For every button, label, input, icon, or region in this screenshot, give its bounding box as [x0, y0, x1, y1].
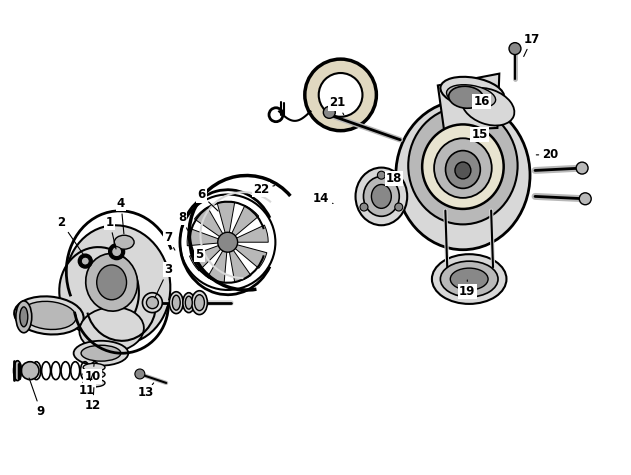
Ellipse shape [432, 254, 507, 304]
Ellipse shape [422, 124, 504, 209]
Ellipse shape [440, 77, 504, 108]
Ellipse shape [396, 101, 530, 250]
Text: 18: 18 [384, 172, 402, 185]
Circle shape [509, 43, 521, 55]
Text: 9: 9 [29, 378, 45, 418]
Circle shape [576, 162, 588, 174]
Text: 21: 21 [329, 96, 346, 115]
Circle shape [78, 254, 92, 268]
Text: 22: 22 [253, 183, 274, 196]
Ellipse shape [74, 341, 128, 366]
Ellipse shape [408, 107, 517, 224]
Ellipse shape [80, 307, 144, 352]
Text: 19: 19 [459, 280, 476, 298]
Circle shape [135, 369, 145, 379]
Polygon shape [189, 245, 222, 271]
Ellipse shape [83, 363, 105, 371]
Ellipse shape [14, 296, 83, 334]
Ellipse shape [434, 138, 492, 198]
Ellipse shape [172, 295, 180, 310]
Text: 10: 10 [85, 364, 101, 383]
Text: 4: 4 [117, 197, 125, 234]
Text: 3: 3 [155, 263, 172, 298]
Ellipse shape [86, 254, 138, 311]
Ellipse shape [451, 268, 488, 290]
Text: 5: 5 [196, 247, 204, 267]
Ellipse shape [372, 184, 391, 209]
Circle shape [360, 203, 368, 211]
Text: 14: 14 [312, 192, 333, 205]
Text: 17: 17 [524, 33, 540, 57]
Ellipse shape [355, 168, 407, 225]
Text: 20: 20 [536, 148, 559, 162]
Ellipse shape [191, 291, 208, 314]
Circle shape [81, 257, 89, 265]
Text: 7: 7 [164, 231, 175, 250]
Ellipse shape [83, 379, 105, 387]
Circle shape [112, 247, 122, 256]
Circle shape [21, 362, 39, 380]
Circle shape [323, 106, 335, 118]
Ellipse shape [66, 225, 170, 344]
Ellipse shape [363, 177, 399, 216]
Polygon shape [194, 207, 224, 238]
Ellipse shape [449, 86, 483, 108]
Ellipse shape [440, 261, 498, 297]
Ellipse shape [186, 296, 192, 309]
Circle shape [218, 232, 238, 252]
Ellipse shape [447, 85, 495, 108]
Circle shape [305, 59, 376, 131]
Circle shape [109, 244, 124, 260]
Circle shape [579, 193, 591, 205]
Text: 1: 1 [105, 216, 116, 249]
Circle shape [395, 203, 403, 211]
Ellipse shape [455, 162, 471, 179]
Ellipse shape [462, 88, 514, 125]
Text: 11: 11 [78, 373, 95, 398]
Text: 2: 2 [57, 216, 84, 255]
Polygon shape [229, 249, 251, 282]
Polygon shape [217, 202, 235, 235]
Ellipse shape [169, 292, 183, 314]
Ellipse shape [20, 307, 28, 327]
Polygon shape [233, 244, 267, 268]
Text: 15: 15 [471, 128, 490, 141]
Ellipse shape [83, 370, 105, 379]
Circle shape [146, 297, 158, 309]
Polygon shape [208, 249, 227, 283]
Ellipse shape [13, 361, 21, 380]
Ellipse shape [97, 265, 127, 300]
Ellipse shape [16, 301, 32, 333]
Text: 16: 16 [473, 95, 490, 108]
Polygon shape [438, 74, 499, 130]
Text: 12: 12 [85, 388, 101, 412]
Ellipse shape [445, 151, 480, 189]
Ellipse shape [81, 345, 121, 361]
Polygon shape [231, 206, 259, 237]
Text: 13: 13 [138, 383, 154, 399]
Text: 6: 6 [198, 189, 218, 211]
Circle shape [143, 293, 162, 313]
Ellipse shape [183, 293, 195, 313]
Polygon shape [187, 228, 220, 246]
Circle shape [319, 73, 362, 117]
Ellipse shape [194, 294, 204, 311]
Polygon shape [235, 225, 268, 242]
Ellipse shape [21, 301, 76, 330]
Circle shape [377, 171, 386, 179]
Text: 8: 8 [178, 211, 187, 230]
Ellipse shape [59, 247, 139, 336]
Ellipse shape [114, 235, 134, 249]
